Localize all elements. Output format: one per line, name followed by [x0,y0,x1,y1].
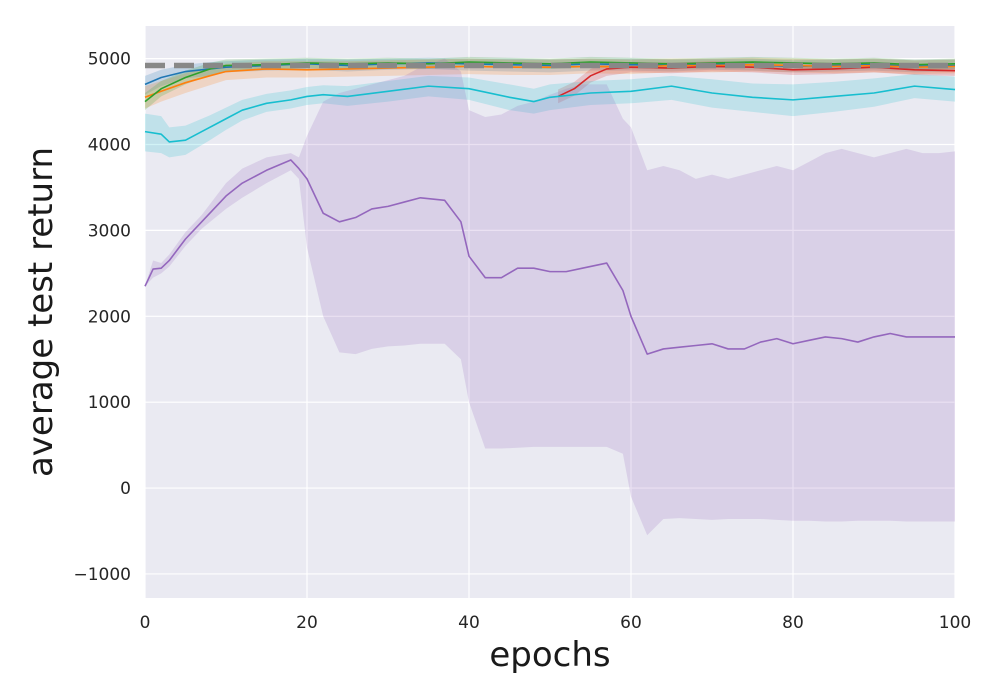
series-5-line [144,85,956,143]
grid-lines [144,26,956,598]
y-tick-label: 3000 [88,221,131,241]
series-6-band [145,58,955,536]
y-tick-label: −1000 [73,565,131,585]
y-tick-label: 5000 [88,50,131,70]
series-4-band [558,61,955,104]
y-tick-label: 4000 [88,136,131,156]
series-2-band [145,57,955,109]
x-tick-label: 60 [620,613,642,633]
series-6-line [144,159,955,355]
y-tick-label: 2000 [88,307,131,327]
tick-labels: 0 20 40 60 80 100 −1000 0 1000 2000 3000 4000 5000 [73,50,971,633]
plot-background [145,26,955,598]
y-axis-title: average test return [21,147,61,477]
x-axis-title: epochs [489,635,610,675]
y-tick-label: 1000 [88,393,131,413]
x-tick-label: 0 [140,613,151,633]
x-tick-label: 100 [939,613,971,633]
y-tick-label: 0 [120,479,131,499]
x-tick-label: 40 [458,613,480,633]
series-5-band [145,74,955,158]
x-tick-label: 80 [782,613,804,633]
x-tick-label: 20 [296,613,318,633]
